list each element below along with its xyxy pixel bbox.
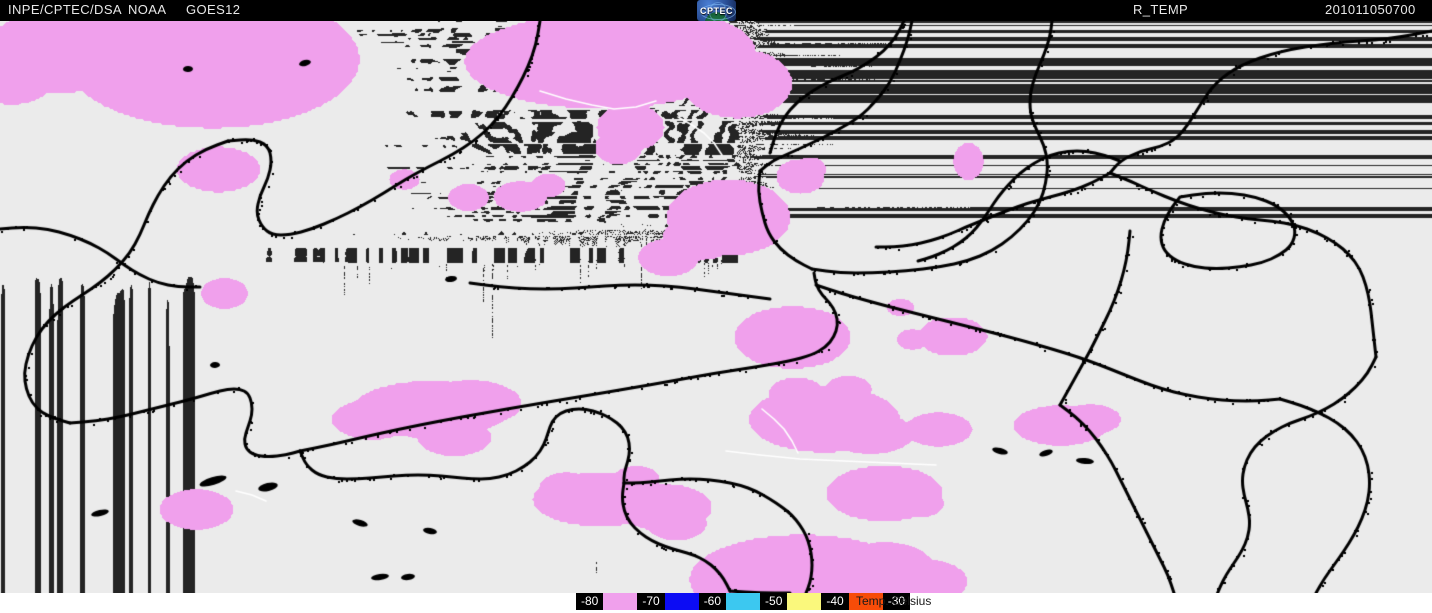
source-label: INPE/CPTEC/DSA bbox=[8, 2, 122, 17]
swatch-orange-minus40-to-minus30 bbox=[848, 593, 883, 610]
swatch-blue-minus70-to-minus60 bbox=[664, 593, 699, 610]
colorbar-tick-minus70: -70 bbox=[637, 593, 665, 610]
colorbar-tick-minus30: -30 bbox=[882, 593, 911, 610]
satellite-imagery-panel bbox=[0, 21, 1432, 593]
satellite-label: GOES12 bbox=[186, 2, 241, 17]
colorbar-units-label: Temp. Celsius bbox=[856, 594, 932, 608]
header-bar: INPE/CPTEC/DSA NOAA GOES12 R_TEMP 201011… bbox=[0, 0, 1432, 21]
colorbar-tick-minus40: -40 bbox=[821, 593, 849, 610]
temperature-colorbar: -80 -70 -60 -50 -40 -30 bbox=[576, 593, 911, 610]
colorbar-tick-minus60: -60 bbox=[698, 593, 727, 610]
colorbar-tick-minus50: -50 bbox=[760, 593, 788, 610]
cptec-logo-text: CPTEC bbox=[699, 5, 733, 16]
timestamp-label: 201011050700 bbox=[1325, 2, 1416, 17]
colorbar-tick-minus80: -80 bbox=[576, 593, 604, 610]
swatch-yellow-minus50-to-minus40 bbox=[787, 593, 822, 610]
infrared-cloud-top-temperature-map bbox=[0, 21, 1432, 593]
swatch-pink-minus80-to-minus70 bbox=[603, 593, 638, 610]
logo-ring-inner bbox=[708, 1, 727, 21]
footer-bar: -80 -70 -60 -50 -40 -30 Temp. Celsius bbox=[0, 593, 1432, 613]
agency-label: NOAA bbox=[128, 2, 167, 17]
swatch-cyan-minus60-to-minus50 bbox=[726, 593, 761, 610]
product-label: R_TEMP bbox=[1133, 2, 1189, 17]
cptec-logo-icon: CPTEC bbox=[697, 0, 736, 21]
